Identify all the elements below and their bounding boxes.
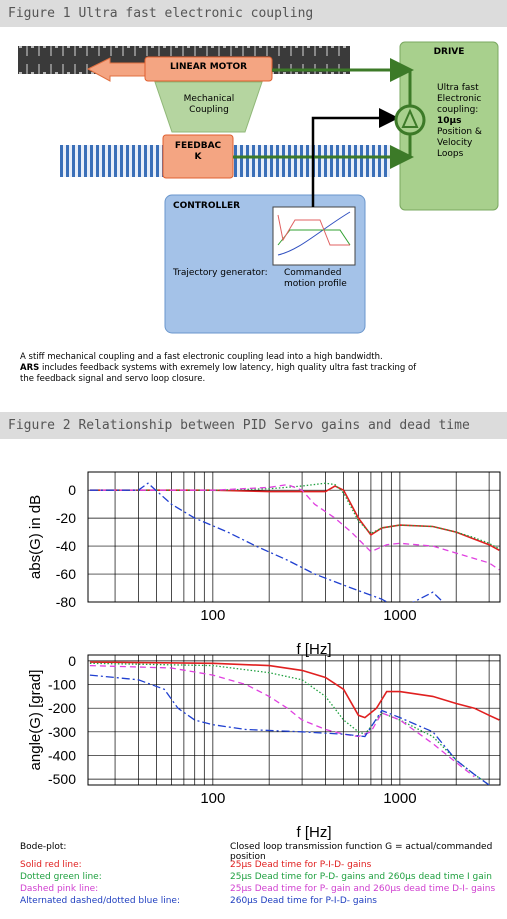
x-tick-label: 100 (200, 607, 225, 624)
x-tick-label: 100 (200, 790, 225, 807)
legend-key: Solid red line: (20, 860, 82, 870)
x-axis-label: f [Hz] (296, 641, 331, 658)
x-tick-label: 1000 (383, 790, 416, 807)
x-tick-label: 1000 (383, 607, 416, 624)
y-tick-label: -20 (56, 510, 76, 526)
y-tick-label: 0 (68, 653, 76, 669)
legend-text: 260µs Dead time for P-I-D- gains (230, 896, 377, 906)
label: K (194, 152, 202, 162)
legend-text: Closed loop transmission function G = ac… (230, 842, 493, 862)
y-tick-label: -400 (48, 747, 76, 763)
series-line (89, 485, 500, 552)
legend-key: Alternated dashed/dotted blue line: (20, 896, 181, 906)
y-tick-label: -200 (48, 700, 76, 716)
series-line (89, 661, 500, 721)
x-axis-label: f [Hz] (296, 824, 331, 841)
series-line (89, 662, 490, 785)
legend-key: Dotted green line: (20, 872, 102, 882)
legend: Bode-plot: Closed loop transmission funct… (0, 840, 507, 919)
plot-frame (87, 471, 501, 603)
legend-text: 25µs Dead time for P-I-D- gains (230, 860, 372, 870)
legend-key: Bode-plot: (20, 842, 67, 852)
series-line (89, 482, 500, 550)
profile-curve (277, 211, 351, 256)
summing-node (401, 108, 419, 128)
series-line (89, 664, 475, 778)
label: Ultra fast Electronic coupling: (437, 83, 482, 115)
y-tick-label: -300 (48, 724, 76, 740)
profile-curve (277, 214, 350, 246)
label: Commanded motion profile (284, 268, 347, 289)
plot-frame (87, 654, 501, 786)
caption: A stiff mechanical coupling and a fast e… (20, 352, 420, 385)
label: CONTROLLER (173, 201, 241, 211)
legend-text: 25µs Dead time for P- gain and 260µs dea… (230, 884, 496, 894)
connector (311, 108, 399, 207)
y-tick-label: -500 (48, 771, 76, 787)
figure-header: Figure 2 Relationship between PID Servo … (0, 412, 507, 439)
caption-bold: ARS (20, 363, 40, 373)
label: DRIVE (433, 47, 465, 57)
coupling (154, 81, 263, 133)
y-axis-label: abs(G) in dB (27, 495, 44, 579)
label: LINEAR MOTOR (169, 62, 248, 72)
legend-text: 25µs Dead time for P-D- gains and 260µs … (230, 872, 492, 882)
label: Position & Velocity Loops (437, 127, 482, 159)
series-line (89, 483, 500, 571)
legend-key: Dashed pink line: (20, 884, 99, 894)
y-axis-label: angle(G) [grad] (27, 670, 44, 771)
figure-header: Figure 1 Ultra fast electronic coupling (0, 0, 507, 27)
y-tick-label: -60 (56, 566, 76, 582)
caption-text: includes feedback systems with exremely … (20, 363, 417, 384)
y-tick-label: -80 (56, 594, 76, 610)
series-line (89, 674, 490, 785)
label: FEEDBAC (174, 141, 222, 151)
y-tick-label: -40 (56, 538, 76, 554)
label: Trajectory generator: (173, 268, 268, 278)
label: Mechanical Coupling (183, 94, 235, 115)
caption-text: A stiff mechanical coupling and a fast e… (20, 352, 383, 362)
label: 10µs (437, 116, 462, 126)
diagram (18, 41, 499, 334)
series-line (89, 482, 444, 602)
y-tick-label: 0 (68, 482, 76, 498)
y-tick-label: -100 (48, 677, 76, 693)
